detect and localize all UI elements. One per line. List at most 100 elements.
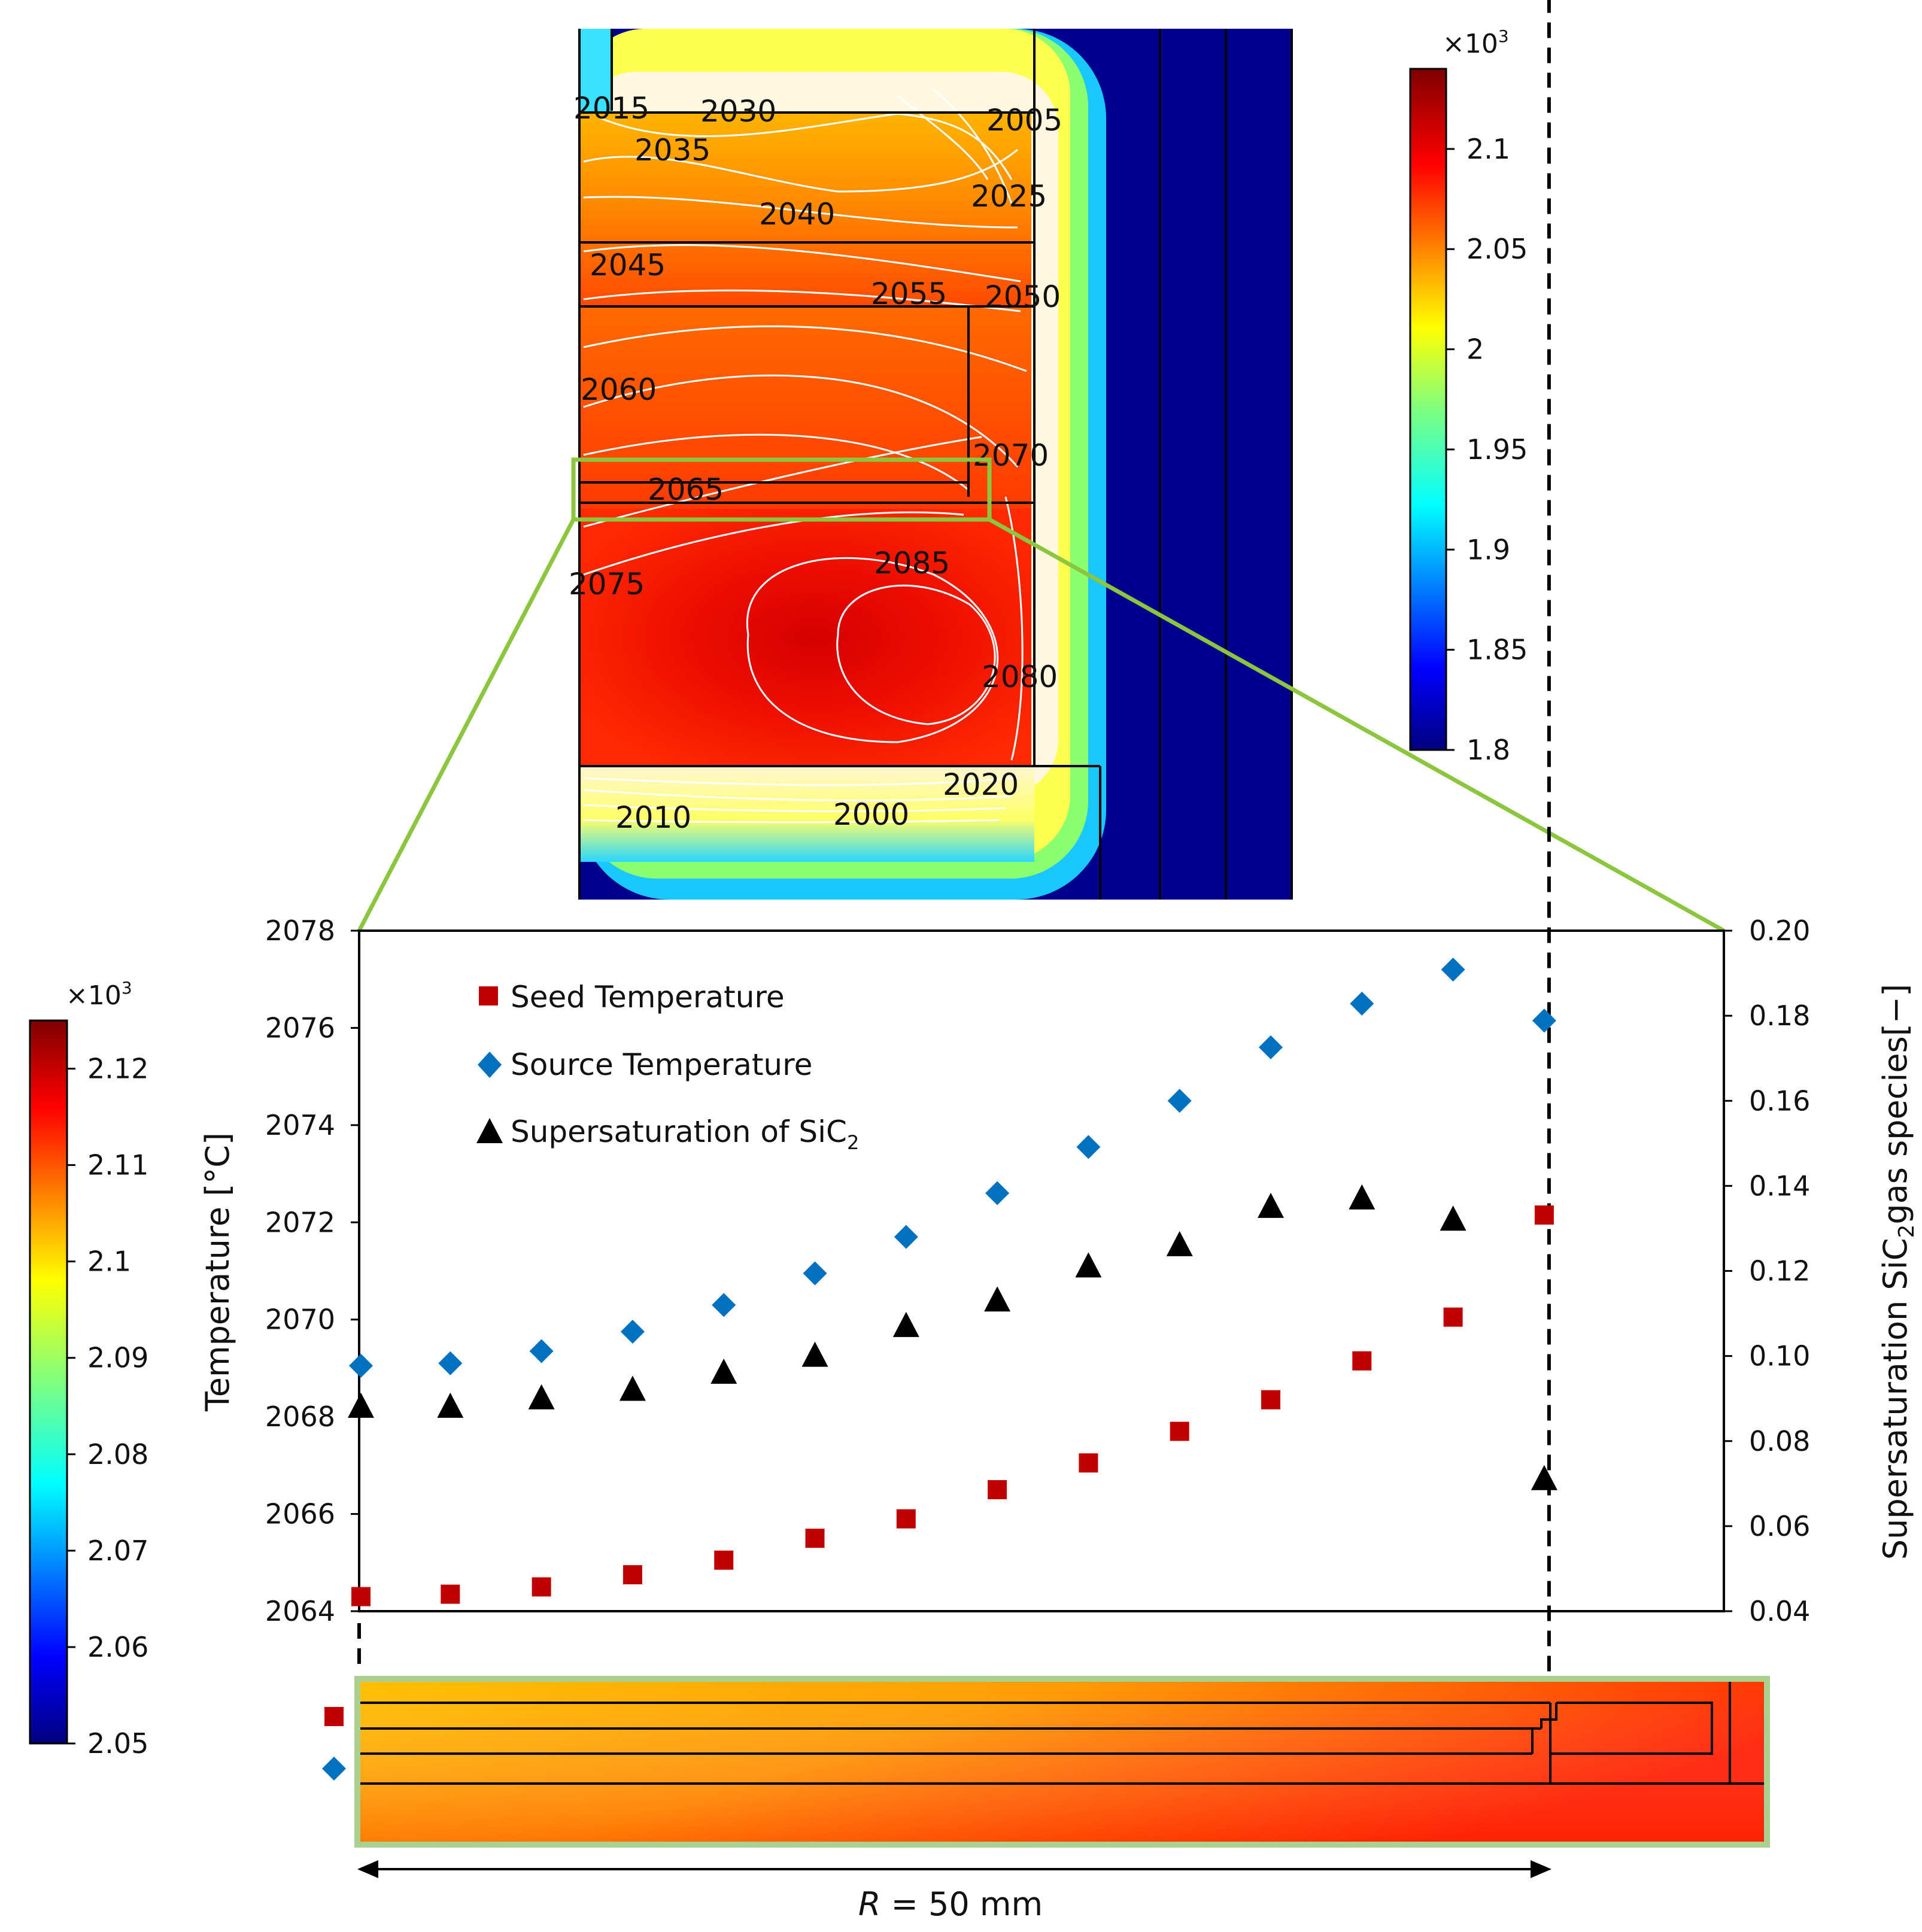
- contour-label: 2065: [648, 472, 724, 507]
- contour-label: 2070: [973, 438, 1049, 473]
- contour-label: 2025: [971, 179, 1047, 214]
- colorbar-left: ×103 2.12 2.11 2.1 2.09 2.08 2.07 2.06 2.05: [29, 978, 148, 1760]
- radius-label: R = 50 mm: [858, 1885, 1043, 1923]
- y2-tick-label: 0.16: [1749, 1085, 1810, 1117]
- contour-label: 2060: [581, 372, 657, 407]
- y-tick-label: 2064: [265, 1595, 335, 1627]
- detail-frame: [354, 1676, 1770, 1848]
- y2-axis-ticks: 0.20 0.18 0.16 0.14 0.12 0.10 0.08 0.06 0.04: [1724, 915, 1810, 1627]
- contour-label: 2030: [700, 94, 776, 129]
- seed-temperature-point: [805, 1529, 825, 1548]
- source-temperature-point: [1167, 1089, 1192, 1113]
- seed-temperature-point: [441, 1584, 460, 1604]
- y2-tick-label: 0.08: [1749, 1425, 1810, 1457]
- colorbar-left-ticks: 2.12 2.11 2.1 2.09 2.08 2.07 2.06 2.05: [67, 1053, 148, 1760]
- seed-temperature-point: [623, 1565, 642, 1585]
- scatter-chart: 2078 2076 2074 2072 2070 2068 2066 2064 0.20 0.1…: [199, 0, 1919, 1676]
- y2-tick-label: 0.18: [1749, 1000, 1810, 1032]
- legend-source-marker: [478, 1052, 502, 1078]
- colorbar-top-tick-label: 2: [1466, 333, 1484, 366]
- y2-tick-label: 0.10: [1749, 1340, 1810, 1372]
- colorbar-top-tick-label: 1.9: [1466, 533, 1510, 566]
- supersaturation-point: [348, 1392, 374, 1418]
- colorbar-top-tick-label: 2.1: [1466, 133, 1510, 165]
- contour-label: 2005: [986, 103, 1062, 138]
- contour-label: 2050: [985, 280, 1061, 314]
- colorbar-top-tick-label: 2.05: [1466, 233, 1528, 265]
- legend-seed-label: Seed Temperature: [511, 980, 785, 1014]
- seed-temperature-point: [896, 1509, 916, 1529]
- y-tick-label: 2072: [265, 1206, 335, 1238]
- supersaturation-point: [710, 1359, 737, 1384]
- contour-label: 2020: [943, 767, 1019, 802]
- contour-label: 2085: [874, 546, 950, 581]
- dashed-guides: [357, 0, 1551, 1676]
- contour-label: 2055: [871, 277, 947, 311]
- contour-label: 2075: [569, 567, 645, 602]
- supersaturation-point: [1531, 1465, 1557, 1490]
- zoom-connector-left: [357, 518, 576, 932]
- seed-temperature-point: [1170, 1421, 1189, 1441]
- colorbar-top-tick-label: 1.95: [1466, 433, 1528, 466]
- detail-source-marker: [322, 1757, 346, 1781]
- supersaturation-point: [1258, 1192, 1284, 1218]
- supersaturation-point: [892, 1311, 919, 1337]
- supersaturation-point: [437, 1392, 464, 1418]
- source-temperature-point: [349, 1353, 373, 1378]
- geometry-outlines: [578, 29, 1293, 900]
- map-upper-zone: [579, 114, 1031, 305]
- isotherm-lines: [583, 89, 1027, 824]
- seed-temperature-point: [1443, 1307, 1463, 1327]
- seed-temperature-point: [1261, 1390, 1280, 1409]
- source-temperature-point: [803, 1261, 827, 1286]
- colorbar-top-tick-label: 1.8: [1466, 734, 1510, 766]
- colorbar-left-tick-label: 2.05: [87, 1727, 148, 1760]
- contour-label: 2015: [573, 91, 649, 126]
- detail-shade: [357, 1679, 1767, 1845]
- temperature-contour-map: 2015 2030 2005 2035 2040 2025 2045 2055 …: [569, 29, 1293, 900]
- supersaturation-point: [1075, 1252, 1102, 1278]
- y-tick-label: 2078: [265, 915, 335, 947]
- colorbar-left-tick-label: 2.06: [87, 1631, 148, 1663]
- y-tick-label: 2066: [265, 1498, 335, 1530]
- legend-seed-marker: [479, 986, 498, 1006]
- y2-tick-label: 0.14: [1749, 1169, 1810, 1202]
- seed-temperature-point: [1079, 1453, 1098, 1473]
- colorbar-top-gradient: [1409, 68, 1447, 751]
- legend: Seed Temperature Source Temperature Supe…: [476, 980, 859, 1154]
- supersaturation-point: [1349, 1184, 1376, 1210]
- y-axis-ticks: 2078 2076 2074 2072 2070 2068 2066 2064: [265, 915, 359, 1627]
- legend-supersat-label: Supersaturation of SiC2: [511, 1114, 859, 1154]
- source-temperature-point: [529, 1339, 554, 1363]
- seed-temperature-point: [714, 1550, 734, 1570]
- seed-temperature-point: [1534, 1205, 1554, 1225]
- source-temperature-point: [1350, 991, 1374, 1016]
- y-tick-label: 2074: [265, 1109, 335, 1141]
- supersaturation-point: [619, 1375, 646, 1401]
- contour-label: 2080: [982, 660, 1058, 694]
- detail-outlines: [357, 1679, 1767, 1785]
- map-top-strip: [579, 29, 612, 113]
- colorbar-top-tick-label: 1.85: [1466, 634, 1528, 666]
- contour-label: 2000: [833, 797, 909, 832]
- source-temperature-point: [438, 1351, 463, 1375]
- legend-supersat-marker: [476, 1118, 503, 1143]
- y2-axis-title: Supersaturation SiC2gas species[−]: [1877, 984, 1919, 1560]
- detail-temperature-map: R = 50 mm: [322, 1676, 1770, 1923]
- colorbar-top-ticks: 2.1 2.05 2 1.95 1.9 1.85 1.8: [1446, 133, 1528, 766]
- radius-arrow-right: [1531, 1860, 1551, 1878]
- source-temperature-point: [712, 1293, 736, 1317]
- map-lower-zone: [579, 509, 1031, 766]
- map-middle-zone: [579, 305, 1031, 509]
- radius-arrow-left: [357, 1860, 378, 1878]
- source-temperature-point: [1532, 1008, 1556, 1033]
- data-markers: [348, 957, 1557, 1606]
- detail-seed-marker: [324, 1707, 344, 1726]
- legend-source-label: Source Temperature: [511, 1047, 812, 1082]
- seed-temperature-point: [1352, 1351, 1372, 1371]
- colorbar-left-tick-label: 2.07: [87, 1535, 148, 1567]
- source-temperature-point: [1076, 1135, 1101, 1159]
- supersaturation-point: [1440, 1205, 1466, 1231]
- supersaturation-point: [1166, 1231, 1193, 1256]
